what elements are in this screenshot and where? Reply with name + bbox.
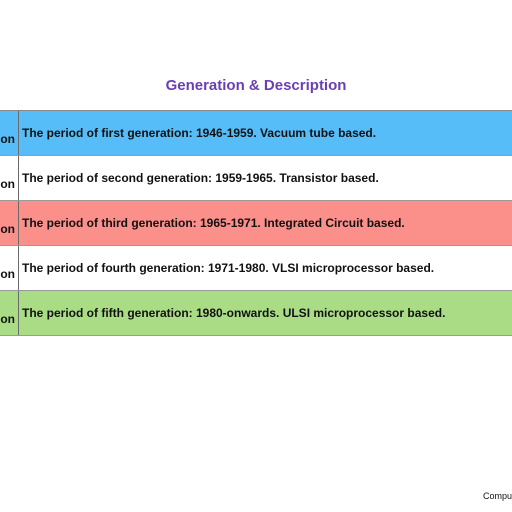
description-text: The period of fourth generation: 1971-19… xyxy=(22,261,435,275)
table-row: on The period of fourth generation: 1971… xyxy=(0,246,512,291)
table-row: on The period of fifth generation: 1980-… xyxy=(0,291,512,336)
description-cell: The period of second generation: 1959-19… xyxy=(19,156,512,200)
description-cell: The period of first generation: 1946-195… xyxy=(19,111,512,155)
table-header-title: Generation & Description xyxy=(165,77,347,94)
description-text: The period of fifth generation: 1980-onw… xyxy=(22,306,446,320)
generation-name-text: on xyxy=(0,312,15,326)
generation-name-cell: on xyxy=(0,246,19,290)
description-text: The period of third generation: 1965-197… xyxy=(22,216,405,230)
description-cell: The period of fourth generation: 1971-19… xyxy=(19,246,512,290)
generation-name-cell: on xyxy=(0,201,19,245)
description-text: The period of second generation: 1959-19… xyxy=(22,171,379,185)
generations-table: on The period of first generation: 1946-… xyxy=(0,110,512,336)
table-row: on The period of first generation: 1946-… xyxy=(0,111,512,156)
generation-name-cell: on xyxy=(0,291,19,335)
generation-name-cell: on xyxy=(0,156,19,200)
description-text: The period of first generation: 1946-195… xyxy=(22,126,377,140)
generation-name-cell: on xyxy=(0,111,19,155)
generation-name-text: on xyxy=(0,267,15,281)
table-row: on The period of third generation: 1965-… xyxy=(0,201,512,246)
generation-name-text: on xyxy=(0,132,15,146)
table-row: on The period of second generation: 1959… xyxy=(0,156,512,201)
generation-name-text: on xyxy=(0,177,15,191)
footer-text: Compu xyxy=(482,491,512,501)
description-cell: The period of third generation: 1965-197… xyxy=(19,201,512,245)
generation-name-text: on xyxy=(0,222,15,236)
description-cell: The period of fifth generation: 1980-onw… xyxy=(19,291,512,335)
